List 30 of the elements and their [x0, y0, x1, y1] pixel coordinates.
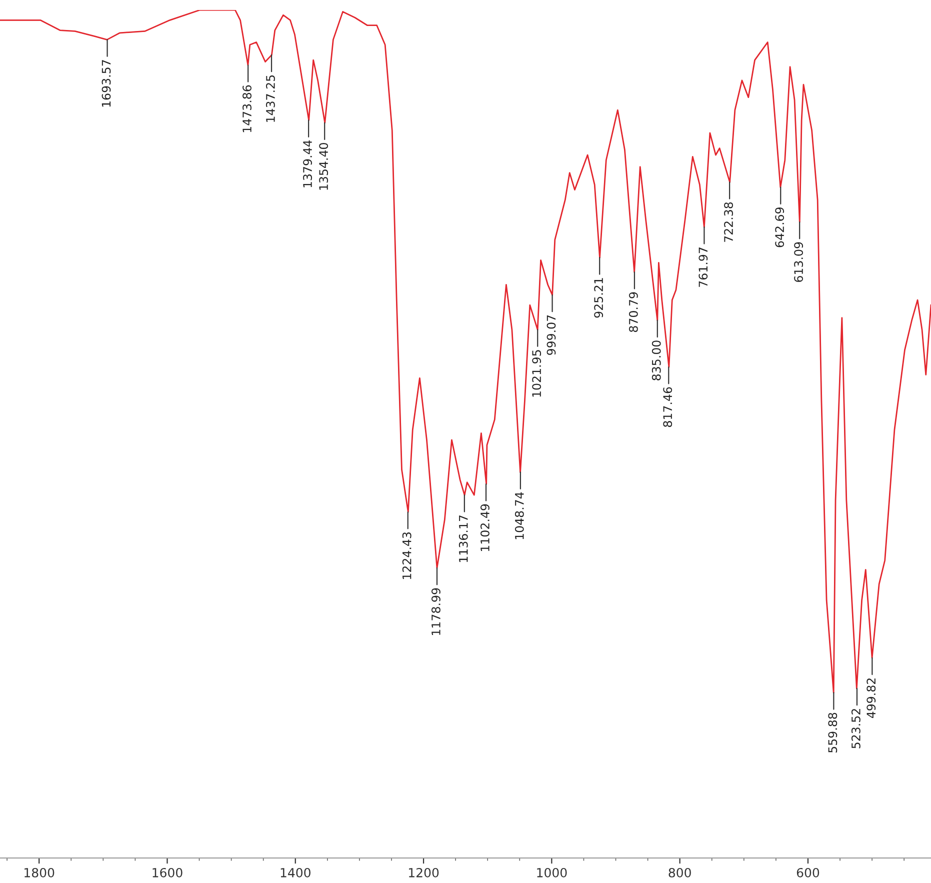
annotation: 1021.95 [532, 350, 542, 397]
annotation: 523.52 [851, 709, 860, 748]
x-tick-label: 1600 [152, 868, 182, 878]
annotation: 1102.49 [480, 504, 490, 551]
annotation: 1224.43 [402, 532, 412, 579]
annotation: 1048.74 [514, 492, 524, 540]
annotation: 999.07 [546, 315, 556, 355]
annotation: 1136.17 [458, 516, 468, 562]
annotation: 1693.57 [102, 60, 111, 107]
annotation: 1379.44 [303, 140, 312, 188]
annotation: 817.46 [663, 387, 672, 427]
annotation: 1473.86 [242, 85, 252, 132]
x-tick-label: 1000 [537, 868, 567, 878]
annotation: 559.88 [828, 712, 838, 752]
x-tick-label: 600 [796, 868, 820, 878]
x-tick-label: 1800 [24, 868, 54, 878]
x-tick-label: 1200 [409, 868, 439, 878]
annotation: 925.21 [594, 278, 604, 318]
annotation: 613.09 [794, 242, 804, 282]
x-tick-label: 1400 [280, 868, 310, 878]
annotation: 835.00 [652, 340, 661, 380]
x-tick-label: 800 [668, 868, 691, 878]
annotation: 870.79 [628, 292, 638, 332]
annotation: 1437.25 [266, 75, 275, 122]
annotation: 1354.40 [319, 143, 328, 190]
annotation: 722.38 [724, 202, 733, 242]
annotation: 642.69 [775, 208, 784, 248]
annotation: 499.82 [866, 678, 876, 718]
annotation: 761.97 [698, 248, 708, 287]
annotation: 1178.99 [431, 588, 440, 635]
